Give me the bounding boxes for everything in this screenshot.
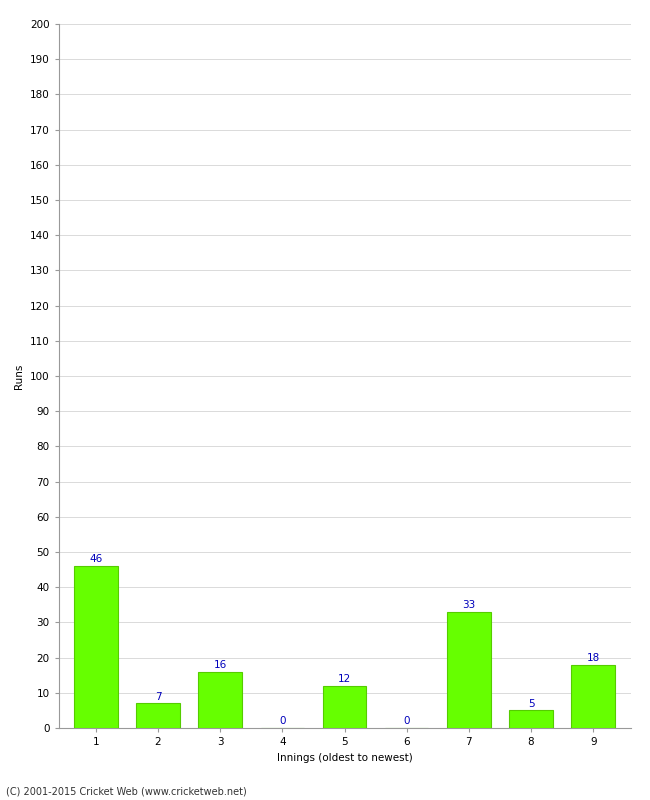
Bar — [323, 686, 366, 728]
Text: 7: 7 — [155, 691, 161, 702]
Bar — [447, 612, 491, 728]
Bar — [74, 566, 118, 728]
Bar — [136, 703, 180, 728]
Text: 33: 33 — [462, 600, 475, 610]
Bar — [198, 672, 242, 728]
Text: 16: 16 — [214, 660, 227, 670]
X-axis label: Innings (oldest to newest): Innings (oldest to newest) — [277, 753, 412, 762]
Text: 12: 12 — [338, 674, 351, 684]
Y-axis label: Runs: Runs — [14, 363, 24, 389]
Text: 0: 0 — [404, 716, 410, 726]
Bar — [509, 710, 552, 728]
Text: 18: 18 — [586, 653, 600, 663]
Text: 5: 5 — [528, 698, 534, 709]
Bar — [571, 665, 615, 728]
Text: 0: 0 — [279, 716, 285, 726]
Text: (C) 2001-2015 Cricket Web (www.cricketweb.net): (C) 2001-2015 Cricket Web (www.cricketwe… — [6, 786, 247, 796]
Text: 46: 46 — [89, 554, 103, 564]
